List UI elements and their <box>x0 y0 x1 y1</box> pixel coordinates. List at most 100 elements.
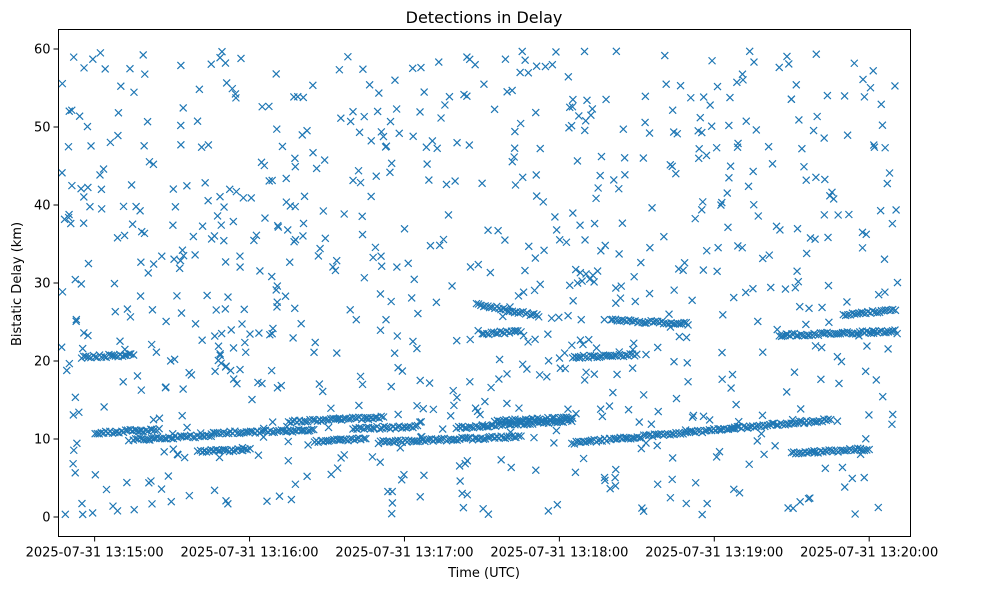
data-point-marker <box>714 243 723 252</box>
data-point-marker <box>893 278 902 287</box>
data-point-marker <box>858 228 867 237</box>
data-point-marker <box>236 252 244 261</box>
data-point-marker <box>236 365 244 374</box>
data-point-marker <box>376 458 385 467</box>
data-point-marker <box>419 404 428 413</box>
data-point-marker <box>564 405 572 414</box>
data-point-marker <box>413 421 422 430</box>
data-point-marker <box>284 456 293 465</box>
data-point-marker <box>354 166 363 175</box>
data-point-marker <box>478 179 487 188</box>
data-point-marker <box>878 121 887 130</box>
data-point-marker <box>753 436 762 445</box>
data-point-marker <box>391 76 399 85</box>
data-point-marker <box>116 82 125 91</box>
data-point-marker <box>127 180 136 189</box>
data-point-marker <box>126 64 134 73</box>
data-point-marker <box>728 370 737 379</box>
data-point-marker <box>119 202 128 211</box>
data-point-marker <box>750 58 758 67</box>
data-point-marker <box>811 235 820 244</box>
data-point-marker <box>321 234 330 243</box>
data-point-marker <box>617 282 626 291</box>
data-point-marker <box>395 129 404 138</box>
data-point-marker <box>848 474 857 483</box>
x-tick-label: 2025-07-31 13:20:00 <box>800 546 938 561</box>
y-axis-label: Bistatic Delay (km) <box>10 222 25 346</box>
data-point-marker <box>519 331 528 340</box>
data-point-marker <box>817 343 826 352</box>
data-point-marker <box>466 263 475 271</box>
data-point-marker <box>668 106 677 115</box>
data-point-marker <box>749 167 758 176</box>
data-point-marker <box>407 293 416 302</box>
data-point-marker <box>377 252 385 261</box>
data-point-marker <box>636 258 645 267</box>
data-point-marker <box>742 117 751 126</box>
data-point-marker <box>629 339 638 348</box>
data-point-marker <box>377 262 386 271</box>
data-point-marker <box>840 92 849 100</box>
data-point-marker <box>432 298 441 307</box>
data-point-marker <box>479 504 488 513</box>
data-point-marker <box>265 330 274 339</box>
data-point-marker <box>65 359 74 368</box>
data-point-marker <box>593 267 602 275</box>
data-point-marker <box>553 500 562 509</box>
data-point-marker <box>768 419 777 428</box>
data-point-marker <box>287 495 296 504</box>
data-point-marker <box>377 127 386 136</box>
data-point-marker <box>588 352 597 361</box>
data-point-marker <box>602 95 610 104</box>
data-point-marker <box>614 184 623 193</box>
data-point-marker <box>605 402 614 411</box>
data-point-marker <box>524 68 533 77</box>
data-point-marker <box>459 503 468 512</box>
data-point-marker <box>216 53 224 62</box>
data-point-marker <box>422 143 431 152</box>
data-point-marker <box>229 217 238 226</box>
data-point-marker <box>823 91 832 100</box>
data-point-marker <box>446 411 455 420</box>
data-point-marker <box>878 392 887 401</box>
data-point-marker <box>578 277 587 286</box>
data-point-marker <box>574 353 583 361</box>
data-point-marker <box>875 327 884 336</box>
data-point-marker <box>790 368 799 377</box>
data-point-marker <box>236 263 245 271</box>
data-point-marker <box>284 437 293 446</box>
data-point-marker <box>715 426 724 434</box>
data-point-marker <box>508 86 517 95</box>
data-point-marker <box>346 117 355 126</box>
chart-title: Detections in Delay <box>406 8 563 27</box>
data-point-marker <box>360 273 369 282</box>
data-point-marker <box>176 256 185 265</box>
data-point-marker <box>435 241 444 250</box>
data-point-marker <box>424 176 433 185</box>
data-point-marker <box>766 283 775 292</box>
data-point-marker <box>91 470 100 479</box>
data-point-marker <box>254 329 263 337</box>
data-point-marker <box>86 202 94 211</box>
data-point-marker <box>299 231 307 240</box>
data-point-marker <box>888 326 897 335</box>
data-point-marker <box>619 433 628 442</box>
data-point-marker <box>449 401 458 410</box>
data-point-marker <box>228 84 237 93</box>
data-point-marker <box>455 461 464 470</box>
data-point-marker <box>732 78 741 87</box>
data-point-marker <box>675 319 684 328</box>
data-point-marker <box>511 181 520 189</box>
data-point-marker <box>210 231 219 240</box>
data-point-marker <box>715 447 724 456</box>
data-point-marker <box>329 262 337 271</box>
data-point-marker <box>521 56 530 65</box>
data-point-marker <box>668 453 677 462</box>
data-point-marker <box>471 404 480 413</box>
data-point-marker <box>229 375 238 384</box>
data-point-marker <box>278 142 287 151</box>
data-point-marker <box>501 55 510 64</box>
data-point-marker <box>843 310 852 319</box>
data-point-marker <box>745 460 754 469</box>
data-point-marker <box>291 162 300 171</box>
